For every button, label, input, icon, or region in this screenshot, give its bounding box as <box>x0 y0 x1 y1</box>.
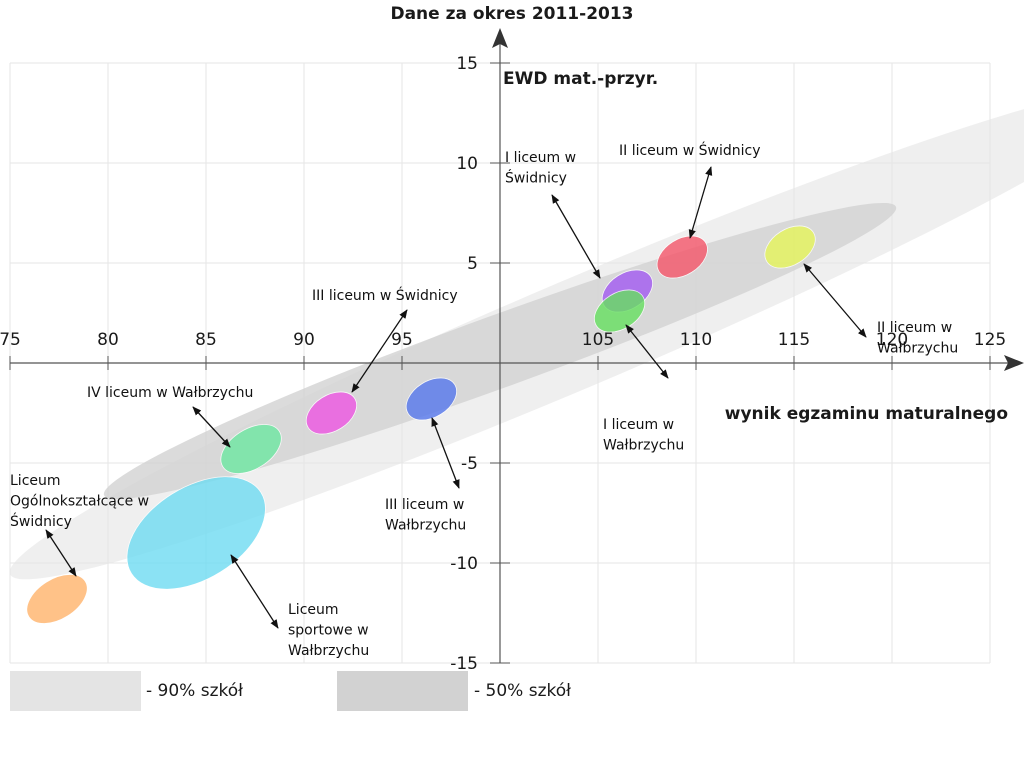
x-axis-label: wynik egzaminu maturalnego <box>725 404 1008 424</box>
label-arrow <box>551 194 601 279</box>
x-tick-label: 125 <box>974 330 1006 350</box>
school-label-line: Liceum <box>288 602 339 618</box>
x-axis-arrow <box>1004 355 1024 371</box>
school-markers <box>26 225 816 624</box>
label-arrow <box>230 554 279 629</box>
label-arrows <box>45 166 867 629</box>
school-label-line: I liceum w <box>603 417 674 433</box>
school-label-line: I liceum w <box>505 150 576 166</box>
x-tick-label: 95 <box>391 330 413 350</box>
x-tick-label: 115 <box>778 330 810 350</box>
school-label-line: Liceum <box>10 473 61 489</box>
legend-swatch <box>337 671 468 711</box>
label-arrow <box>431 417 460 489</box>
x-tick-label: 110 <box>680 330 712 350</box>
legend-swatch <box>10 671 141 711</box>
school-label-line: Wałbrzychu <box>288 643 369 659</box>
school-label-line: Ogólnokształcące w <box>10 494 149 510</box>
y-tick-label: -15 <box>450 654 478 674</box>
x-tick-label: 85 <box>195 330 217 350</box>
y-axis-arrow <box>492 28 508 48</box>
school-label-line: Wałbrzychu <box>385 518 466 534</box>
x-tick-label: 105 <box>582 330 614 350</box>
legend: - 90% szkół - 50% szkół <box>10 671 571 711</box>
x-tick-label: 75 <box>0 330 21 350</box>
chart-title: Dane za okres 2011-2013 <box>390 4 633 24</box>
school-label-line: III liceum w Świdnicy <box>312 286 458 304</box>
school-marker <box>220 424 282 474</box>
school-marker <box>405 377 457 421</box>
school-label: I liceum w Wałbrzychu <box>603 417 684 454</box>
school-label-line: III liceum w <box>385 497 464 513</box>
y-tick-label: -10 <box>450 554 478 574</box>
label-arrow <box>688 166 713 239</box>
school-label-line: II liceum w <box>877 320 952 336</box>
school-label-line: Wałbrzychu <box>603 438 684 454</box>
label-arrow <box>625 324 669 379</box>
school-label: III liceum w Świdnicy <box>312 286 458 304</box>
school-label: II liceum w Świdnicy <box>619 141 761 159</box>
legend-label: - 50% szkół <box>474 681 571 701</box>
school-label-line: II liceum w Świdnicy <box>619 141 761 159</box>
x-tick-label: 120 <box>876 330 908 350</box>
school-label: I liceum w Świdnicy <box>505 150 576 187</box>
label-arrow <box>192 406 231 448</box>
label-arrow <box>351 309 408 393</box>
school-label-line: Wałbrzychu <box>877 341 958 357</box>
y-tick-label: -5 <box>461 454 478 474</box>
school-label: Liceum Ogólnokształcące w Świdnicy <box>10 473 149 530</box>
y-tick-label: 15 <box>456 54 478 74</box>
x-tick-label: 90 <box>293 330 315 350</box>
school-label-line: Świdnicy <box>505 169 567 187</box>
school-label: III liceum w Wałbrzychu <box>385 497 466 534</box>
school-label-line: IV liceum w Wałbrzychu <box>87 385 253 401</box>
label-arrow <box>45 529 77 577</box>
school-marker <box>656 235 708 279</box>
school-marker <box>305 391 357 435</box>
school-marker <box>26 574 88 624</box>
y-tick-label: 5 <box>467 254 478 274</box>
school-label-line: sportowe w <box>288 623 369 639</box>
axes <box>10 28 1024 663</box>
school-labels: I liceum w Świdnicy II liceum w Świdnicy II… <box>10 141 958 659</box>
x-tick-label: 80 <box>97 330 119 350</box>
y-axis-label: EWD mat.-przyr. <box>503 69 658 89</box>
school-label: Liceum sportowe w Wałbrzychu <box>288 602 369 659</box>
label-arrow <box>803 263 867 338</box>
school-label: II liceum w Wałbrzychu <box>877 320 958 357</box>
legend-label: - 90% szkół <box>146 681 243 701</box>
school-label-line: Świdnicy <box>10 512 72 530</box>
y-tick-label: 10 <box>456 154 478 174</box>
school-marker <box>764 225 816 269</box>
school-label: IV liceum w Wałbrzychu <box>87 385 253 401</box>
